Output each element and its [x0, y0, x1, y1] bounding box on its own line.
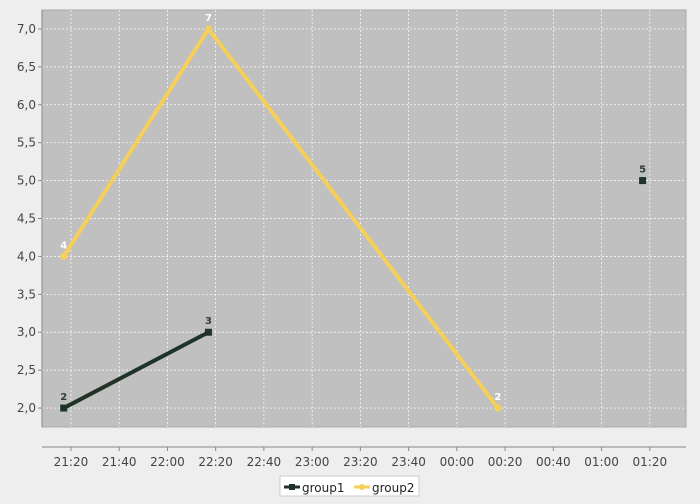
data-point-group1	[60, 404, 68, 412]
y-tick-label: 6,0	[17, 98, 36, 112]
y-tick-label: 2,5	[17, 363, 36, 377]
y-tick-label: 7,0	[17, 22, 36, 36]
x-tick-label: 22:20	[198, 455, 233, 469]
y-tick-label: 4,0	[17, 249, 36, 263]
x-tick-label: 00:00	[440, 455, 475, 469]
y-tick-label: 4,5	[17, 212, 36, 226]
x-tick-label: 21:40	[102, 455, 137, 469]
x-tick-label: 22:00	[150, 455, 185, 469]
data-label-group2: 4	[60, 240, 67, 251]
data-point-group1	[639, 177, 647, 185]
legend-box	[279, 475, 420, 497]
legend-label-group2: group2	[372, 481, 415, 495]
y-tick-label: 6,5	[17, 60, 36, 74]
legend-label-group1: group1	[302, 481, 345, 495]
data-point-group2	[60, 252, 68, 260]
data-label-group1: 5	[639, 165, 646, 176]
data-label-group1: 2	[60, 392, 67, 403]
data-point-group2	[494, 404, 502, 412]
data-label-group2: 2	[494, 392, 501, 403]
data-point-group2	[204, 25, 212, 33]
data-label-group2: 7	[205, 13, 212, 24]
data-label-group1: 3	[205, 316, 212, 327]
x-tick-label: 22:40	[247, 455, 282, 469]
legend-marker-group1	[289, 484, 295, 490]
legend-marker-group2	[359, 484, 365, 490]
x-tick-label: 01:00	[584, 455, 619, 469]
data-point-group1	[204, 328, 212, 336]
y-tick-label: 5,5	[17, 136, 36, 150]
x-tick-label: 23:40	[391, 455, 426, 469]
series-line-group1	[61, 330, 211, 411]
x-tick-label: 23:20	[343, 455, 378, 469]
legend: group1 group2	[279, 475, 420, 497]
y-tick-label: 3,0	[17, 325, 36, 339]
x-tick-label: 00:40	[536, 455, 571, 469]
x-tick-label: 00:20	[488, 455, 523, 469]
y-tick-label: 2,0	[17, 401, 36, 415]
x-tick-label: 23:00	[295, 455, 330, 469]
x-tick-label: 21:20	[54, 455, 89, 469]
y-tick-label: 3,5	[17, 287, 36, 301]
x-tick-label: 01:20	[633, 455, 668, 469]
y-tick-label: 5,0	[17, 174, 36, 188]
